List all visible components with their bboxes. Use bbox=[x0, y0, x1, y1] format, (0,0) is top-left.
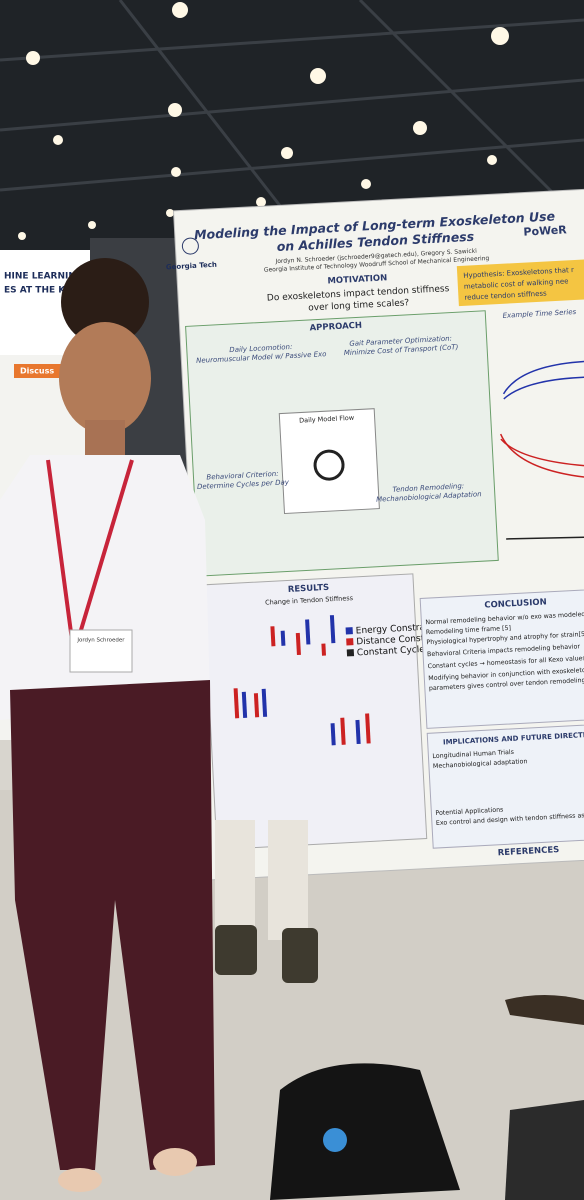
visitor-boot bbox=[282, 928, 318, 983]
motivation-heading: MOTIVATION bbox=[327, 273, 387, 286]
legend-label: Energy Constraint bbox=[356, 622, 438, 636]
visitor-legs bbox=[268, 820, 308, 940]
references-heading: REFERENCES bbox=[498, 845, 560, 858]
visitor-boot bbox=[215, 925, 257, 975]
model-flow-title: Daily Model Flow bbox=[299, 414, 355, 425]
approach-heading: APPROACH bbox=[309, 321, 362, 334]
results-heading: RESULTS bbox=[288, 583, 330, 595]
logo-seal bbox=[181, 237, 199, 255]
logo-right: PoWeR bbox=[523, 223, 567, 238]
model-flow-box bbox=[278, 408, 380, 515]
left-poster-title: ES AT THE KNEE bbox=[4, 286, 85, 296]
implications-panel bbox=[426, 722, 584, 849]
model-flow-cycle bbox=[313, 449, 345, 481]
name-badge: Jordyn Schroeder bbox=[76, 638, 125, 644]
ceiling-trusses bbox=[0, 0, 584, 271]
implications-bullet: Potential Applications bbox=[435, 806, 503, 817]
logo-left: Georgia Tech bbox=[166, 261, 217, 272]
person bbox=[0, 258, 215, 1192]
left-poster-heading: Discuss bbox=[20, 367, 54, 376]
ceiling-lights bbox=[18, 2, 509, 240]
approach-section: Tendon Remodeling: bbox=[392, 482, 464, 494]
legend-label: Constant Cycles bbox=[357, 645, 430, 659]
legend-swatch bbox=[346, 649, 355, 657]
bag-item bbox=[323, 1128, 347, 1152]
legend-swatch bbox=[345, 627, 353, 635]
approach-section: Daily Locomotion: bbox=[229, 343, 292, 354]
conclusion-panel bbox=[419, 588, 584, 729]
example-heading: Example Time Series bbox=[502, 308, 576, 320]
conclusion-heading: CONCLUSION bbox=[484, 597, 547, 610]
visitor-legs bbox=[215, 820, 255, 940]
main-poster: Georgia Tech PoWeR Modeling the Impact o… bbox=[166, 188, 584, 881]
sandal bbox=[505, 995, 584, 1025]
hypothesis-box bbox=[456, 258, 584, 307]
implications-bullet: Longitudinal Human Trials bbox=[432, 749, 514, 760]
left-poster-title: HINE LEARNING bbox=[4, 272, 83, 282]
book bbox=[505, 1100, 584, 1200]
legend-swatch bbox=[346, 638, 354, 646]
conclusion-bullet: Remodeling time frame [5] bbox=[426, 625, 511, 636]
implications-bullet: Mechanobiological adaptation bbox=[433, 758, 528, 770]
approach-section: Behavioral Criterion: bbox=[206, 470, 279, 482]
results-bars bbox=[233, 615, 371, 746]
bag bbox=[270, 1063, 460, 1200]
